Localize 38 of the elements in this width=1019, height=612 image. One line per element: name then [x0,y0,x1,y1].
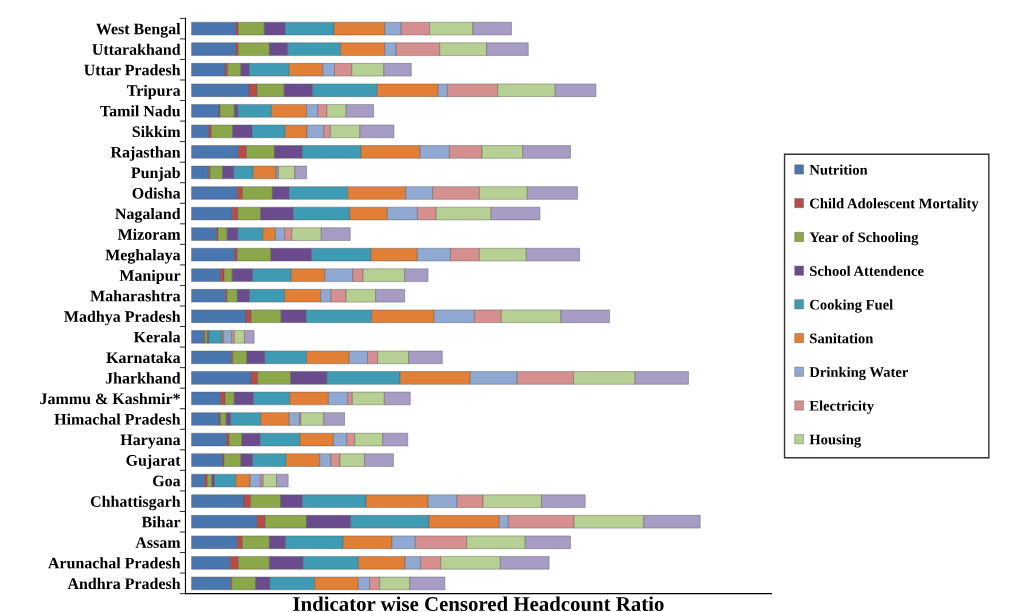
y-tick-label: Kerala [133,331,181,343]
legend-label: Drinking Water [809,366,909,381]
y-tick-label: Punjab [131,166,180,182]
legend-label: Cooking Fuel [810,299,893,313]
y-tick-label: Sikkim [132,125,181,138]
y-tick-label: Goa [152,475,181,487]
y-tick-label: Maharashtra [90,290,181,302]
y-tick-label: Uttarakhand [92,43,181,55]
y-tick-label: Jammu & Kashmir* [40,392,180,405]
legend-label: Electricity [809,400,874,414]
y-tick-label: Chhattisgarh [90,495,181,511]
y-tick-label: Manipur [119,269,181,285]
legend-label: School Attendence [810,265,924,276]
y-tick-label: Rajasthan [110,146,181,161]
y-tick-label: West Bengal [96,23,181,38]
y-tick-label: Bihar [141,516,181,528]
y-tick-label: Tripura [127,84,181,100]
legend-label: Child Adolescent Mortality [810,198,979,212]
legend-label: Nutrition [809,164,868,175]
x-axis-title: Indicator wise Censored Headcount Ratio [293,596,664,612]
legend-label: Sanitation [810,333,874,344]
y-tick-label: Arunachal Pradesh [48,557,181,569]
y-tick-label: Madhya Pradesh [64,310,181,326]
legend-label: Year of Schooling [809,231,919,246]
y-tick-label: Himachal Pradesh [54,413,181,425]
y-tick-label: Andhra Pradesh [67,577,181,590]
y-tick-label: Jharkhand [105,372,181,384]
y-tick-label: Gujarat [126,454,181,470]
y-tick-label: Tamil Nadu [100,105,181,117]
y-tick-label: Odisha [132,187,181,199]
y-tick-label: Nagaland [115,208,181,223]
y-tick-label: Mizoram [117,228,181,240]
y-tick-label: Meghalaya [105,249,181,264]
legend-label: Housing [809,434,862,448]
y-tick-label: Uttar Pradesh [84,64,181,76]
y-tick-label: Assam [135,537,181,548]
y-tick-label: Haryana [120,434,181,449]
y-tick-label: Karnataka [106,351,181,364]
